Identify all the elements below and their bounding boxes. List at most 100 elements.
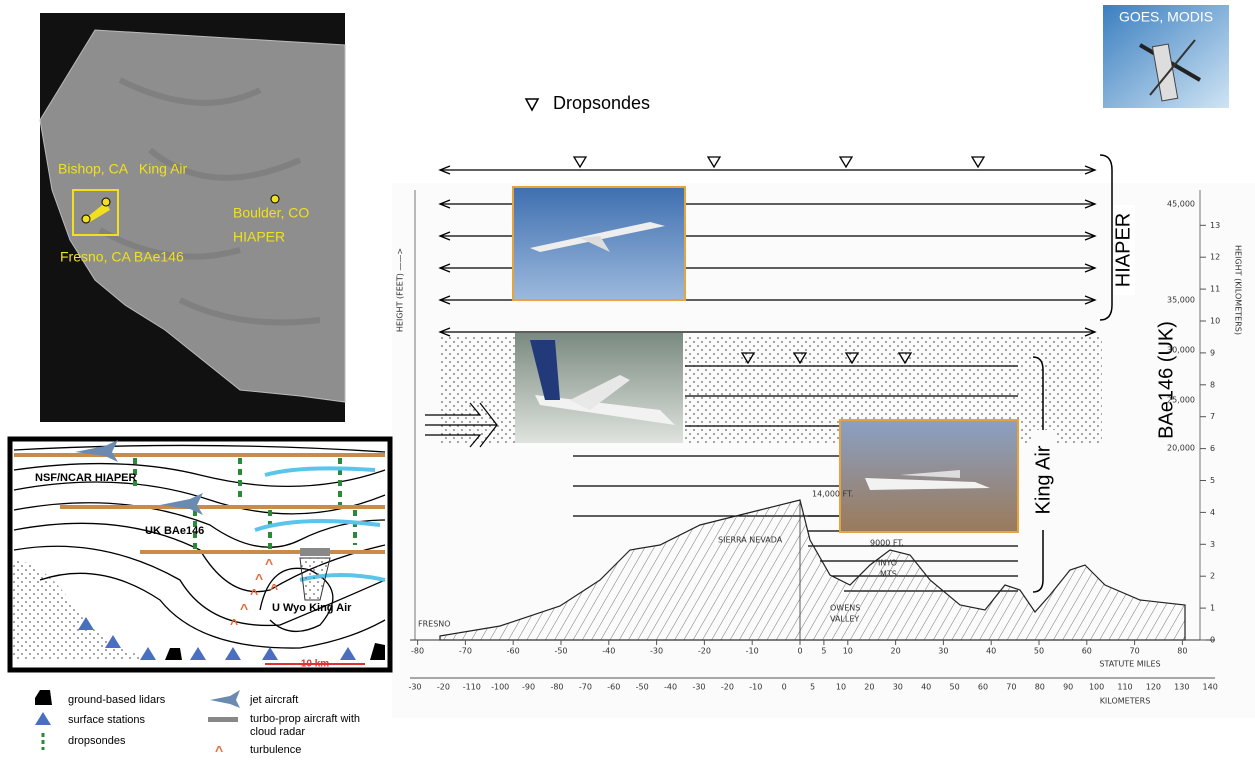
feet-tick-label: 20,000	[1167, 444, 1195, 453]
miles-tick-label: -20	[698, 647, 711, 656]
miles-tick-label: 20	[891, 647, 901, 656]
axis-title: HEIGHT (KILOMETERS)	[1234, 245, 1243, 335]
legend-label: jet aircraft	[249, 694, 298, 706]
hiaper-photo	[513, 187, 685, 300]
km-tick-label: 2	[1210, 572, 1215, 581]
km-tick-label: 1	[1210, 604, 1215, 613]
km-tick-label: 10	[1210, 317, 1220, 326]
miles-tick-label: 70	[1130, 647, 1140, 656]
feet-tick-label: 25,000	[1167, 396, 1195, 405]
terrain-label: OWENS	[830, 604, 860, 613]
km-axis-tick-label: -50	[636, 683, 649, 692]
satellite-label: GOES, MODIS	[1119, 9, 1213, 25]
platform-label: BAe146 (UK)	[1155, 321, 1177, 439]
km-axis-tick-label: -10	[749, 683, 762, 692]
feet-tick-label: 35,000	[1167, 296, 1195, 305]
schematic-label: U Wyo King Air	[272, 602, 352, 614]
platform-label: HIAPER	[1112, 213, 1134, 287]
miles-tick-label: 10	[843, 647, 853, 656]
miles-tick-label: 40	[986, 647, 996, 656]
km-axis-tick-label: -80	[550, 683, 563, 692]
svg-text:^: ^	[240, 601, 248, 617]
legend-label: cloud radar	[250, 726, 305, 738]
legend-label: turbulence	[250, 744, 301, 756]
terrain-label: INYO	[878, 559, 897, 568]
legend-label: surface stations	[68, 714, 146, 726]
km-axis-tick-label: -70	[579, 683, 592, 692]
km-axis-tick-label: -40	[664, 683, 677, 692]
dropsonde-symbol	[708, 157, 720, 167]
km-axis-tick-label: 40	[921, 683, 931, 692]
km-axis-tick-label: -30	[692, 683, 705, 692]
km-tick-label: 5	[1210, 476, 1215, 485]
terrain-label: 9000 FT.	[870, 539, 904, 548]
miles-tick-label: 60	[1082, 647, 1092, 656]
miles-tick-label: -70	[459, 647, 472, 656]
miles-tick-label: -60	[507, 647, 520, 656]
km-axis-tick-label: 30	[893, 683, 903, 692]
map-label: Fresno, CA BAe146	[60, 249, 184, 265]
schematic-label: NSF/NCAR HIAPER	[35, 472, 137, 484]
schematic-legend: ^ ground-based lidars surface stations d…	[35, 690, 360, 759]
km-tick-label: 7	[1210, 412, 1215, 421]
legend-label: ground-based lidars	[68, 694, 166, 706]
schematic-label: 10 km	[301, 659, 329, 670]
dropsonde-symbol	[574, 157, 586, 167]
miles-tick-label: 30	[938, 647, 948, 656]
miles-tick-label: 80	[1177, 647, 1187, 656]
king-air-photo	[840, 420, 1018, 532]
km-axis-tick-label: 50	[950, 683, 960, 692]
km-axis-tick-label: 80	[1035, 683, 1045, 692]
km-axis-tick-label: 140	[1203, 683, 1218, 692]
feet-tick-label: 45,000	[1167, 200, 1195, 209]
dropsonde-symbol	[840, 157, 852, 167]
map-label: Bishop, CA King Air	[58, 161, 188, 177]
miles-tick-label: -30	[650, 647, 663, 656]
terrain-label: FRESNO	[418, 620, 451, 629]
miles-tick-label: 50	[1034, 647, 1044, 656]
miles-tick-label: 5	[821, 647, 826, 656]
miles-tick-label: -80	[411, 647, 424, 656]
terrain-label: MTS.	[880, 570, 899, 579]
figure: Bishop, CA King Air Fresno, CA BAe146 Bo…	[0, 0, 1255, 761]
terrain-label: 14,000 FT.	[812, 490, 853, 499]
km-tick-label: 13	[1210, 221, 1220, 230]
km-axis-tick-label: -60	[607, 683, 620, 692]
km-axis-tick-label: -30	[408, 683, 421, 692]
km-axis-tick-label: -110	[463, 683, 481, 692]
km-axis-tick-label: -90	[522, 683, 535, 692]
svg-text:^: ^	[265, 556, 273, 572]
km-tick-label: 3	[1210, 540, 1215, 549]
km-axis-tick-label: 10	[836, 683, 846, 692]
km-axis-tick-label: 0	[782, 683, 787, 692]
km-axis-tick-label: 110	[1117, 683, 1132, 692]
axis-title: KILOMETERS	[1100, 697, 1151, 706]
svg-text:^: ^	[250, 586, 258, 602]
km-axis-tick-label: 120	[1146, 683, 1161, 692]
schematic-label: UK BAe146	[145, 525, 204, 537]
km-tick-label: 4	[1210, 508, 1215, 517]
svg-text:^: ^	[255, 571, 263, 587]
dropsondes-legend: Dropsondes	[553, 93, 650, 113]
dropsonde-symbol	[526, 99, 538, 110]
schematic: ^^^^^^ NSF/NCAR HIAPER UK BAe146 U Wyo K…	[10, 439, 390, 670]
feet-tick-label: 30,000	[1167, 346, 1195, 355]
axis-title: STATUTE MILES	[1099, 660, 1160, 669]
map-label: HIAPER	[233, 229, 285, 245]
km-tick-label: 0	[1210, 636, 1215, 645]
terrain-label: VALLEY	[830, 615, 859, 624]
map-label: Boulder, CO	[233, 205, 309, 221]
platform-label: King Air	[1032, 445, 1054, 514]
km-tick-label: 9	[1210, 348, 1215, 357]
km-axis-tick-label: 5	[810, 683, 815, 692]
bae146-photo	[515, 333, 683, 443]
km-tick-label: 11	[1210, 285, 1220, 294]
km-axis-tick-label: 90	[1063, 683, 1073, 692]
km-tick-label: 8	[1210, 380, 1215, 389]
svg-text:^: ^	[270, 581, 278, 597]
miles-tick-label: -50	[554, 647, 567, 656]
km-tick-label: 6	[1210, 444, 1215, 453]
satellite-image: GOES, MODIS	[1103, 5, 1229, 108]
dropsonde-symbol	[972, 157, 984, 167]
km-axis-tick-label: -20	[721, 683, 734, 692]
